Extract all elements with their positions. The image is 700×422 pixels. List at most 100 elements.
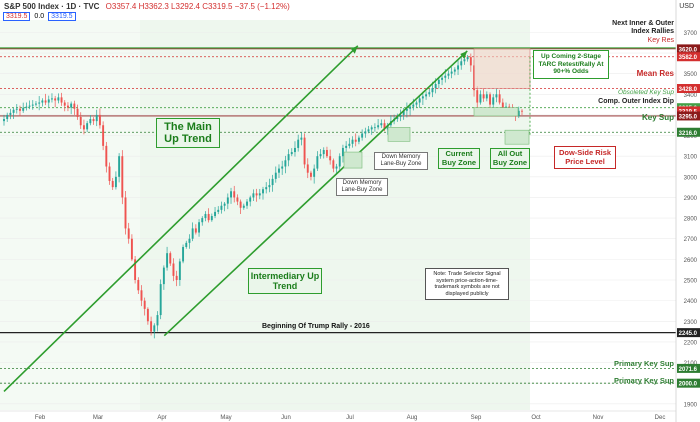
candle (252, 189, 255, 202)
candle-body (105, 145, 108, 167)
candle-body (89, 119, 92, 124)
candle-body (444, 75, 447, 78)
candle (367, 126, 370, 134)
y-tick-label-15: 3400 (684, 93, 698, 99)
candle-body (60, 97, 63, 103)
candle (156, 311, 159, 332)
candle-body (239, 201, 242, 208)
candle-body (201, 218, 204, 223)
candle (361, 129, 364, 141)
candle (185, 240, 188, 249)
candle (207, 208, 210, 223)
y-tick-label-16: 3500 (684, 72, 698, 78)
candle (399, 109, 402, 122)
price-tag-bg-0 (677, 44, 700, 54)
candle (108, 162, 111, 185)
candle (425, 91, 428, 100)
candle-body (479, 94, 482, 103)
candle-body (517, 110, 520, 116)
candle (35, 101, 37, 107)
candle (495, 88, 498, 103)
candle (332, 158, 335, 173)
candle-body (431, 88, 434, 93)
key-sup-label: Key Sup (641, 113, 674, 122)
candle (95, 109, 98, 127)
key-res-label: Key Res (647, 37, 674, 44)
candle (281, 160, 284, 175)
candle-body (316, 156, 319, 169)
candle (140, 285, 143, 307)
candle-body (172, 263, 175, 276)
intermediary-trend-label: Intermediary Up Trend (248, 268, 322, 294)
current-buy-zone-box (473, 107, 519, 117)
candle-body (156, 315, 159, 326)
rally-zone (140, 20, 530, 410)
candle (41, 98, 44, 107)
candle (130, 234, 133, 262)
candle (517, 106, 520, 119)
candle (306, 158, 309, 179)
candle (447, 70, 450, 80)
candle-body (447, 73, 450, 76)
candle-body (130, 238, 133, 260)
candle-body (188, 238, 191, 243)
candle-body (294, 147, 296, 153)
candle-body (35, 103, 37, 105)
candle-body (146, 308, 149, 322)
candle-body (370, 127, 373, 130)
candle-body (220, 205, 223, 210)
candle-body (28, 105, 31, 107)
candle-body (262, 189, 264, 194)
candle-body (380, 123, 383, 126)
candle-body (415, 102, 418, 105)
intermediary-trend-line (163, 50, 468, 337)
candle-body (357, 137, 360, 142)
candle-body (185, 242, 188, 247)
candle (364, 127, 367, 138)
x-tick-label-0: Feb (35, 415, 46, 421)
x-tick-label-3: May (220, 415, 231, 421)
candle-body (460, 61, 463, 66)
candle (460, 56, 463, 70)
future-zone (530, 20, 676, 410)
candle-body (198, 222, 201, 233)
candle (239, 199, 242, 214)
bid-price-pill[interactable]: 3319.5 (3, 12, 31, 21)
candle (3, 114, 5, 126)
candle-body (214, 211, 216, 217)
x-tick-label-8: Oct (531, 415, 541, 421)
dow-side-risk-label: Dow-Side Risk Price Level (554, 146, 616, 169)
candle (450, 67, 453, 79)
candle-body (492, 97, 495, 105)
candle (25, 102, 28, 111)
candle-body (204, 213, 207, 219)
candle-body (434, 83, 437, 89)
candle (521, 109, 523, 116)
chart-header: S&P 500 Index · 1D · TVC O3357.4 H3362.3… (4, 2, 290, 11)
price-tag-2: 3428.0 (679, 87, 698, 93)
candle (178, 258, 181, 286)
candle (188, 234, 191, 249)
candle-body (485, 94, 488, 99)
candle-body (15, 108, 18, 110)
note-box: Note: Trade Selector Signal system price… (425, 268, 509, 300)
candle (294, 141, 296, 157)
candle-body (25, 106, 28, 108)
candle (9, 108, 12, 120)
y-tick-label-11: 3000 (684, 175, 698, 181)
y-tick-label-13: 3200 (684, 134, 698, 140)
price-tag-9: 2000.0 (679, 382, 698, 388)
candle-body (57, 97, 60, 101)
y-tick-label-18: 3700 (684, 31, 698, 37)
candle (489, 92, 491, 109)
candle-body (92, 119, 95, 122)
candle-body (498, 94, 501, 103)
candle-body (373, 127, 376, 129)
ask-price-pill[interactable]: 3319.5 (48, 12, 76, 21)
candle-body (268, 185, 271, 188)
candle (287, 149, 290, 167)
candle-body (348, 143, 351, 146)
candle-body (175, 275, 178, 280)
candle (166, 246, 169, 271)
